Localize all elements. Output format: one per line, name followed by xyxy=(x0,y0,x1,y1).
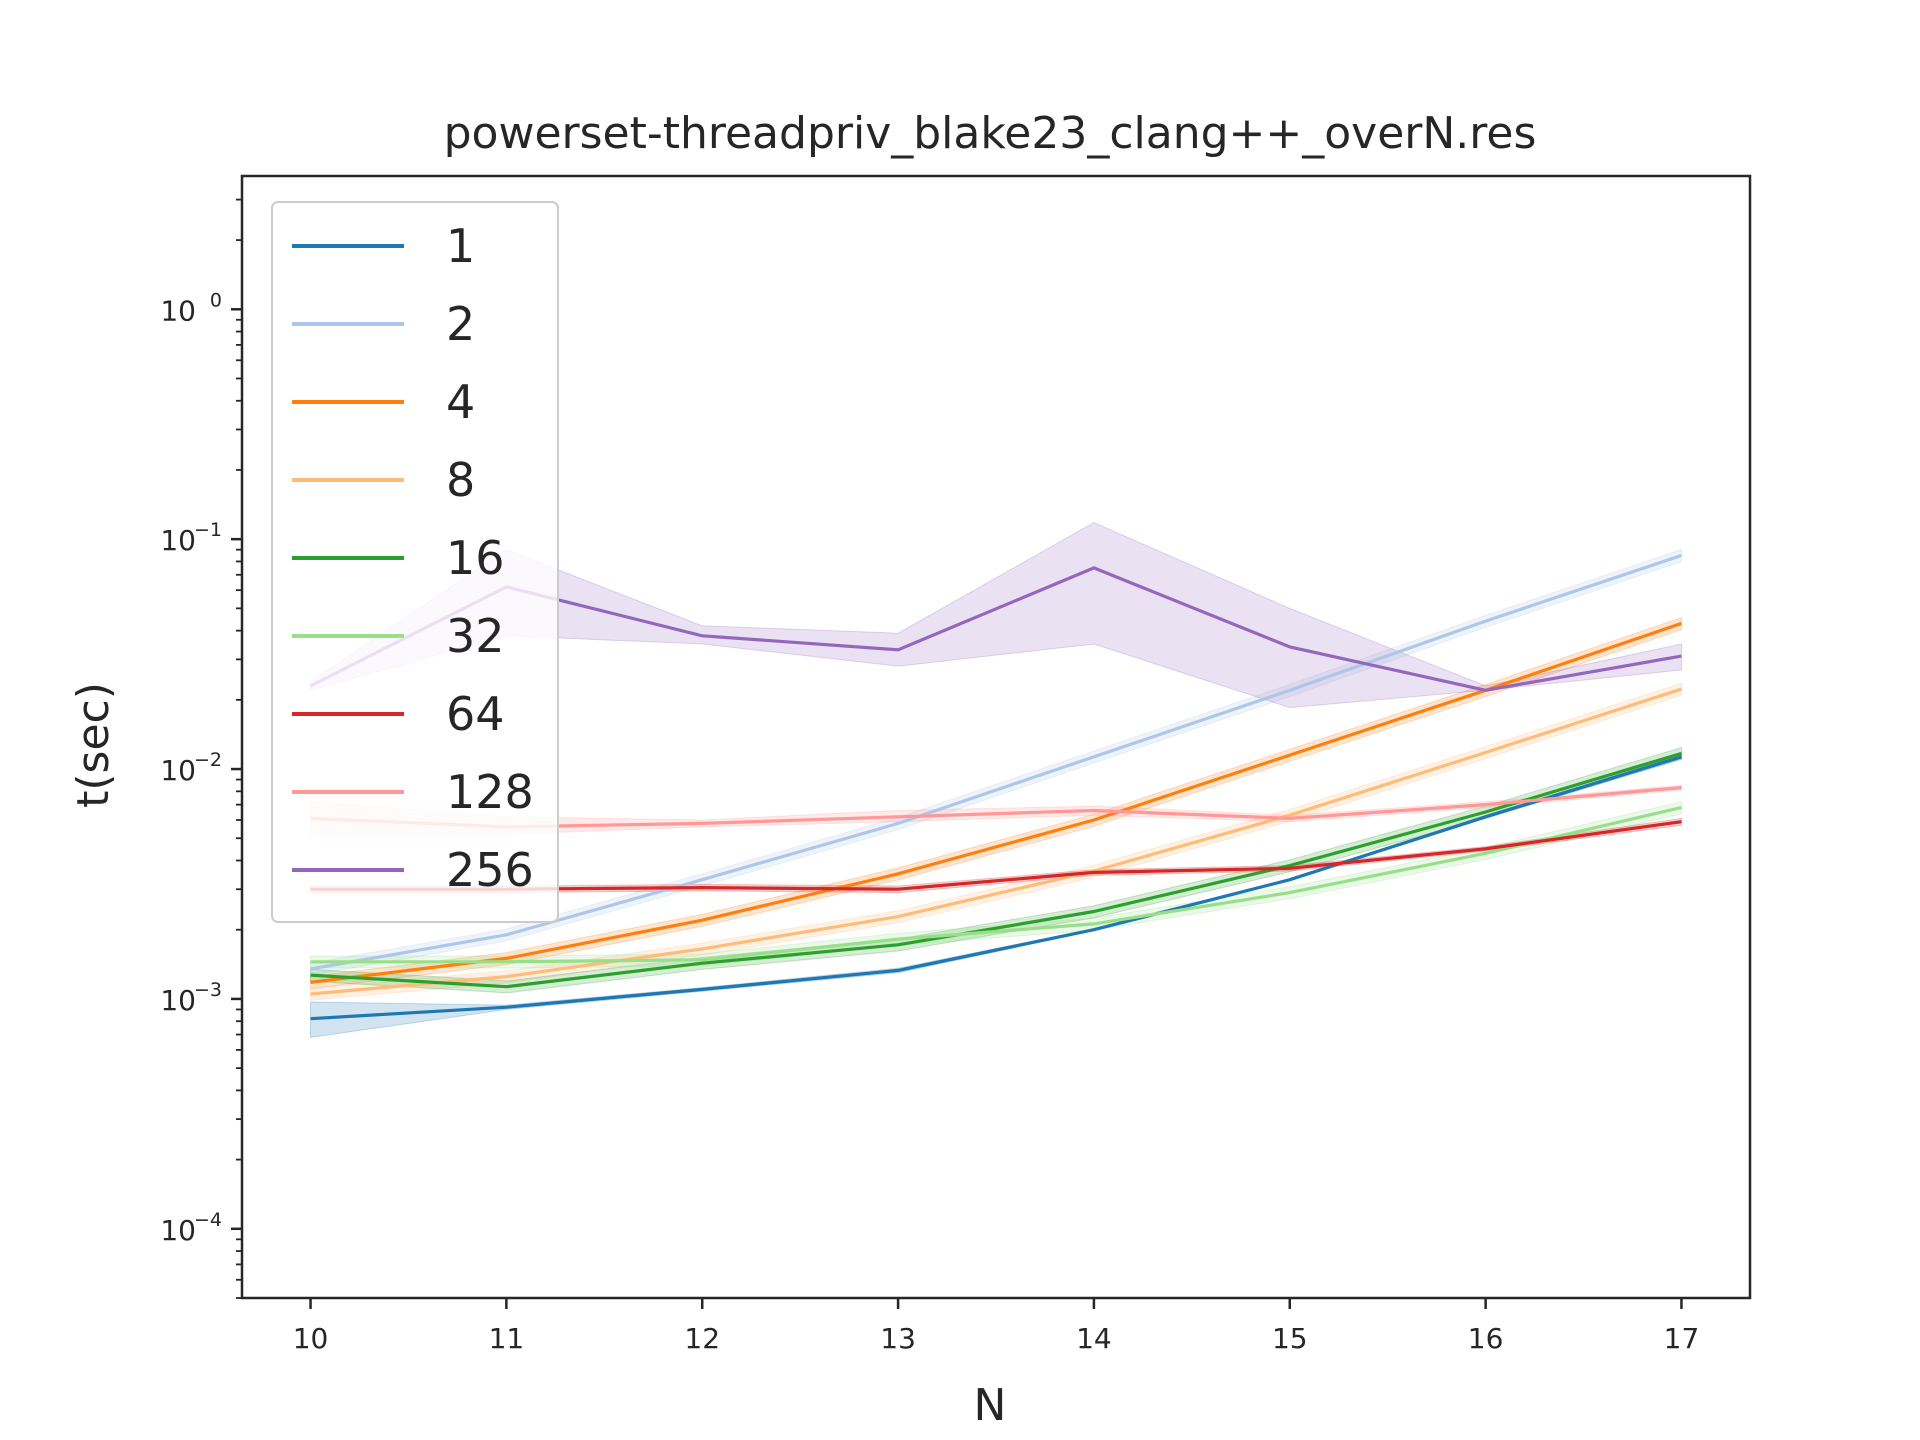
x-axis: 10 11 12 13 14 15 16 17 xyxy=(293,1298,1700,1355)
line-series-16 xyxy=(310,751,1682,989)
band-series-32 xyxy=(310,801,1682,969)
legend: 1 2 4 8 16 32 64 128 256 xyxy=(271,201,559,923)
line-series-4 xyxy=(310,621,1683,984)
legend-label-4: 4 xyxy=(446,375,475,429)
y-tick-label: 10−3 xyxy=(160,979,222,1017)
x-tick-label: 13 xyxy=(880,1322,916,1355)
y-axis: 10−4 10−3 10−2 10−1 10 0 xyxy=(160,198,242,1299)
legend-label-128: 128 xyxy=(446,765,534,819)
band-series-256 xyxy=(310,522,1682,709)
x-tick-label: 11 xyxy=(489,1322,525,1355)
plot-frame xyxy=(240,174,1752,1300)
band-series-8 xyxy=(310,682,1682,1001)
x-axis-label: N xyxy=(974,1380,1007,1431)
x-tick-label: 10 xyxy=(293,1322,329,1355)
line-series-2 xyxy=(310,553,1683,971)
line-series-32 xyxy=(310,805,1682,964)
y-axis-label: t(sec) xyxy=(68,682,119,808)
legend-label-16: 16 xyxy=(446,531,505,585)
x-tick-label: 16 xyxy=(1468,1322,1504,1355)
y-tick-label: 10−1 xyxy=(160,519,222,557)
x-tick-label: 14 xyxy=(1076,1322,1112,1355)
band-series-128 xyxy=(310,784,1682,835)
legend-label-32: 32 xyxy=(446,609,505,663)
y-tick-label: 10−4 xyxy=(160,1209,222,1247)
line-series-8 xyxy=(310,687,1682,996)
legend-label-2: 2 xyxy=(446,297,475,351)
band-series-4 xyxy=(310,616,1682,990)
band-series-2 xyxy=(310,548,1682,976)
legend-label-1: 1 xyxy=(446,219,475,273)
y-tick-label: 10 0 xyxy=(160,289,222,327)
x-tick-label: 15 xyxy=(1272,1322,1308,1355)
legend-box xyxy=(271,201,559,923)
legend-label-8: 8 xyxy=(446,453,475,507)
y-tick-label: 10−2 xyxy=(160,749,222,787)
chart-title: powerset-threadpriv_blake23_clang++_over… xyxy=(444,108,1537,159)
legend-label-64: 64 xyxy=(446,687,505,741)
x-tick-label: 12 xyxy=(684,1322,720,1355)
legend-label-256: 256 xyxy=(446,843,534,897)
line-series-1 xyxy=(310,755,1682,1021)
x-tick-label: 17 xyxy=(1664,1322,1700,1355)
